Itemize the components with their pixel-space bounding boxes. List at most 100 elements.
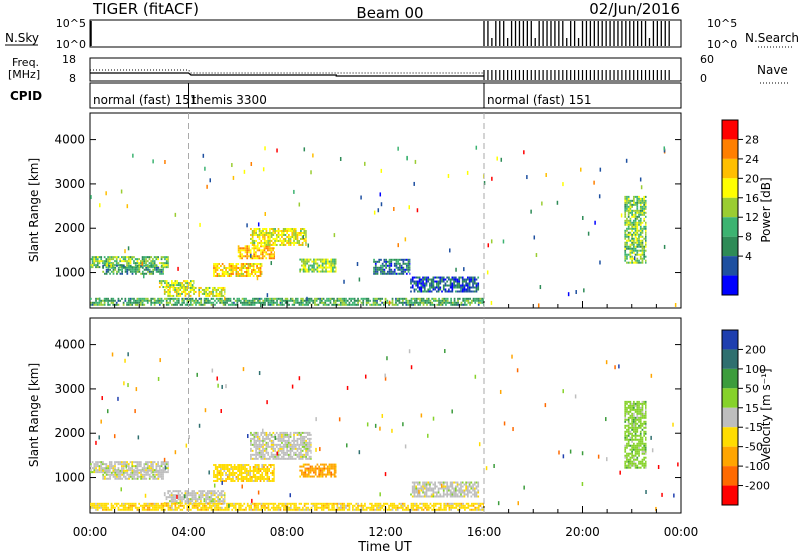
range-cell <box>332 260 334 263</box>
range-cell <box>321 268 324 271</box>
range-cell <box>217 496 220 499</box>
range-cell <box>258 435 261 438</box>
range-cell <box>636 209 639 212</box>
range-cell <box>206 496 209 499</box>
range-cell <box>629 247 632 250</box>
range-cell <box>252 474 255 476</box>
range-cell <box>152 465 154 468</box>
range-cell <box>444 290 447 293</box>
range-cell <box>157 270 160 273</box>
range-cell <box>91 504 94 507</box>
range-cell <box>284 297 287 300</box>
range-cell <box>289 241 292 244</box>
scatter-cell <box>526 175 528 180</box>
range-cell <box>376 266 379 269</box>
range-cell <box>286 439 288 442</box>
range-cell <box>165 256 168 259</box>
range-cell <box>629 251 632 254</box>
range-cell <box>636 221 639 224</box>
range-cell <box>407 264 410 267</box>
range-cell <box>632 251 635 254</box>
range-cell <box>91 258 94 261</box>
range-cell <box>96 260 99 263</box>
range-cell <box>196 301 199 304</box>
range-cell <box>95 506 97 509</box>
range-cell <box>244 466 246 469</box>
range-cell <box>245 269 248 271</box>
range-cell <box>439 286 442 289</box>
range-cell <box>252 470 255 473</box>
range-cell <box>243 502 246 505</box>
range-cell <box>395 266 398 269</box>
range-cell <box>441 487 443 490</box>
range-cell <box>294 233 297 236</box>
range-cell <box>335 262 337 265</box>
range-cell <box>308 445 311 448</box>
range-cell <box>296 437 299 440</box>
range-cell <box>470 487 473 490</box>
range-cell <box>153 469 156 472</box>
range-cell <box>624 418 627 421</box>
range-cell <box>314 301 316 304</box>
range-cell <box>138 475 141 478</box>
range-cell <box>432 487 435 490</box>
range-cell <box>254 247 257 250</box>
range-cell <box>626 227 628 230</box>
scatter-cell <box>620 213 623 218</box>
range-cell <box>105 477 108 480</box>
range-cell <box>232 272 234 275</box>
range-cell <box>303 437 306 440</box>
range-cell <box>450 504 452 507</box>
range-cell <box>624 205 627 208</box>
range-cell <box>424 504 427 507</box>
range-cell <box>231 504 234 507</box>
range-cell <box>435 493 438 496</box>
range-cell <box>114 461 116 464</box>
range-cell <box>393 502 396 505</box>
range-cell <box>323 473 326 476</box>
range-cell <box>426 301 428 304</box>
range-cell <box>115 258 118 261</box>
range-cell <box>224 303 227 306</box>
range-cell <box>224 500 226 503</box>
range-cell <box>114 463 116 466</box>
range-cell <box>175 490 178 493</box>
range-cell <box>300 230 302 232</box>
range-cell <box>476 508 478 511</box>
range-cell <box>119 266 122 269</box>
range-cell <box>381 297 384 300</box>
scatter-cell <box>302 235 305 240</box>
range-cell <box>272 435 275 438</box>
range-cell <box>325 467 327 470</box>
range-cell <box>473 493 476 496</box>
range-cell <box>639 209 642 212</box>
range-cell <box>146 256 149 259</box>
range-cell <box>165 290 168 293</box>
range-cell <box>244 472 246 474</box>
range-cell <box>639 201 642 204</box>
range-cell <box>286 239 288 242</box>
range-cell <box>413 485 416 488</box>
range-cell <box>108 463 111 466</box>
range-cell <box>429 483 431 486</box>
range-cell <box>291 439 294 442</box>
range-cell <box>335 266 337 269</box>
range-cell <box>270 451 273 454</box>
range-cell <box>255 443 257 446</box>
range-cell <box>122 475 125 478</box>
range-cell <box>320 301 323 304</box>
range-cell <box>270 445 273 448</box>
range-cell <box>232 472 234 474</box>
range-cell <box>308 455 311 458</box>
range-cell <box>279 230 282 232</box>
range-cell <box>230 267 233 269</box>
range-cell <box>289 508 292 511</box>
range-cell <box>442 286 445 289</box>
range-cell <box>307 506 309 509</box>
range-cell <box>177 294 180 297</box>
range-cell <box>419 502 421 505</box>
range-cell <box>153 303 156 306</box>
range-cell <box>279 447 282 450</box>
range-cell <box>259 477 262 480</box>
range-cell <box>417 303 420 306</box>
